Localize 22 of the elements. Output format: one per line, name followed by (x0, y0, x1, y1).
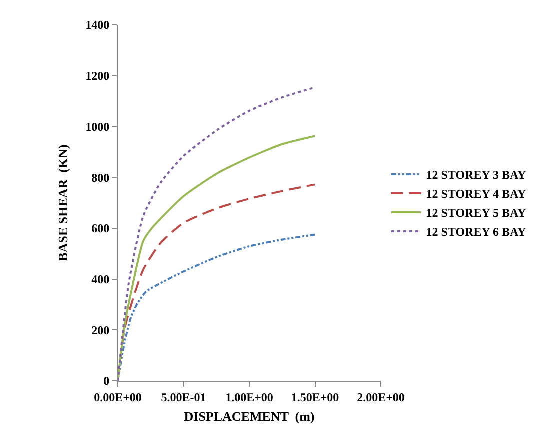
y-tick-label: 200 (92, 323, 110, 338)
y-tick-label: 800 (92, 170, 110, 185)
legend-label: 12 STOREY 6 BAY (426, 225, 527, 240)
y-tick-label: 600 (92, 222, 110, 236)
y-tick-label: 1000 (86, 120, 110, 134)
y-axis-title: BASE SHEAR (KN) (56, 144, 71, 262)
x-tick-label: 1.00E+00 (226, 390, 274, 404)
y-tick-label: 0 (104, 374, 110, 388)
legend-label: 12 STOREY 5 BAY (426, 206, 527, 220)
x-tick-label: 0.00E+00 (94, 390, 142, 404)
y-tick-label: 400 (92, 272, 110, 286)
x-tick-label: 2.00E+00 (357, 390, 405, 404)
line-series (118, 184, 316, 381)
x-axis-title: DISPLACEMENT (m) (184, 409, 315, 424)
x-tick-label: 1.50E+00 (291, 390, 340, 404)
line-series (118, 135, 316, 381)
line-series (118, 234, 316, 381)
legend-label: 12 STOREY 3 BAY (426, 168, 527, 182)
legend-label: 12 STOREY 4 BAY (426, 187, 527, 202)
y-tick-label: 1400 (86, 18, 110, 32)
y-tick-label: 1200 (86, 69, 110, 84)
x-tick-label: 5.00E-01 (161, 390, 206, 404)
